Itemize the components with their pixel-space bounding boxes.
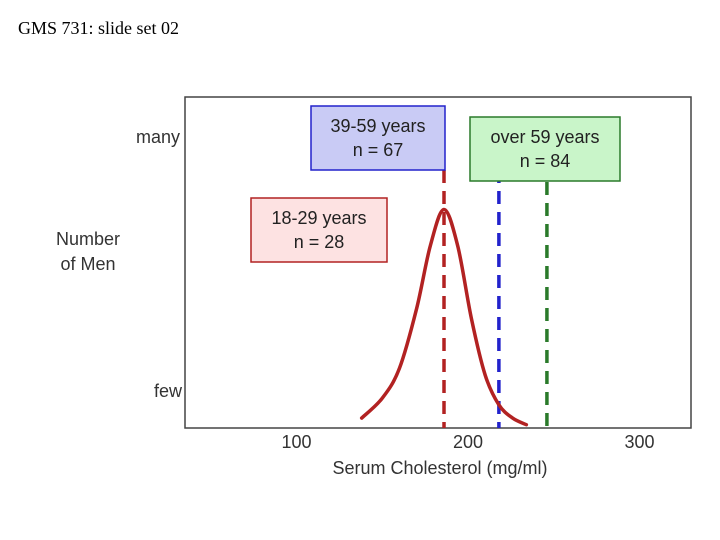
slide-title: GMS 731: slide set 02 (18, 18, 180, 38)
group-box-18-29: 18-29 years n = 28 (250, 197, 388, 263)
group-box-39-59: 39-59 years n = 67 (310, 105, 446, 171)
group-box-over-59-name: over 59 years (490, 127, 599, 147)
group-box-over-59: over 59 years n = 84 (469, 116, 621, 182)
x-tick-label-100: 100 (281, 432, 311, 452)
y-tick-label-few: few (154, 381, 183, 401)
x-axis-label: Serum Cholesterol (mg/ml) (332, 458, 547, 478)
x-tick-label-300: 300 (625, 432, 655, 452)
group-box-18-29-name: 18-29 years (271, 208, 366, 228)
distribution-curve-18-29 (359, 207, 529, 427)
group-box-over-59-n: n = 84 (520, 151, 571, 171)
y-axis-label-line-2: of Men (60, 254, 115, 274)
group-box-39-59-n: n = 67 (353, 140, 404, 160)
y-tick-label-many: many (136, 127, 180, 147)
x-tick-label-200: 200 (453, 432, 483, 452)
group-box-39-59-name: 39-59 years (330, 116, 425, 136)
group-box-18-29-n: n = 28 (294, 232, 345, 252)
y-axis-label-line-1: Number (56, 229, 120, 249)
